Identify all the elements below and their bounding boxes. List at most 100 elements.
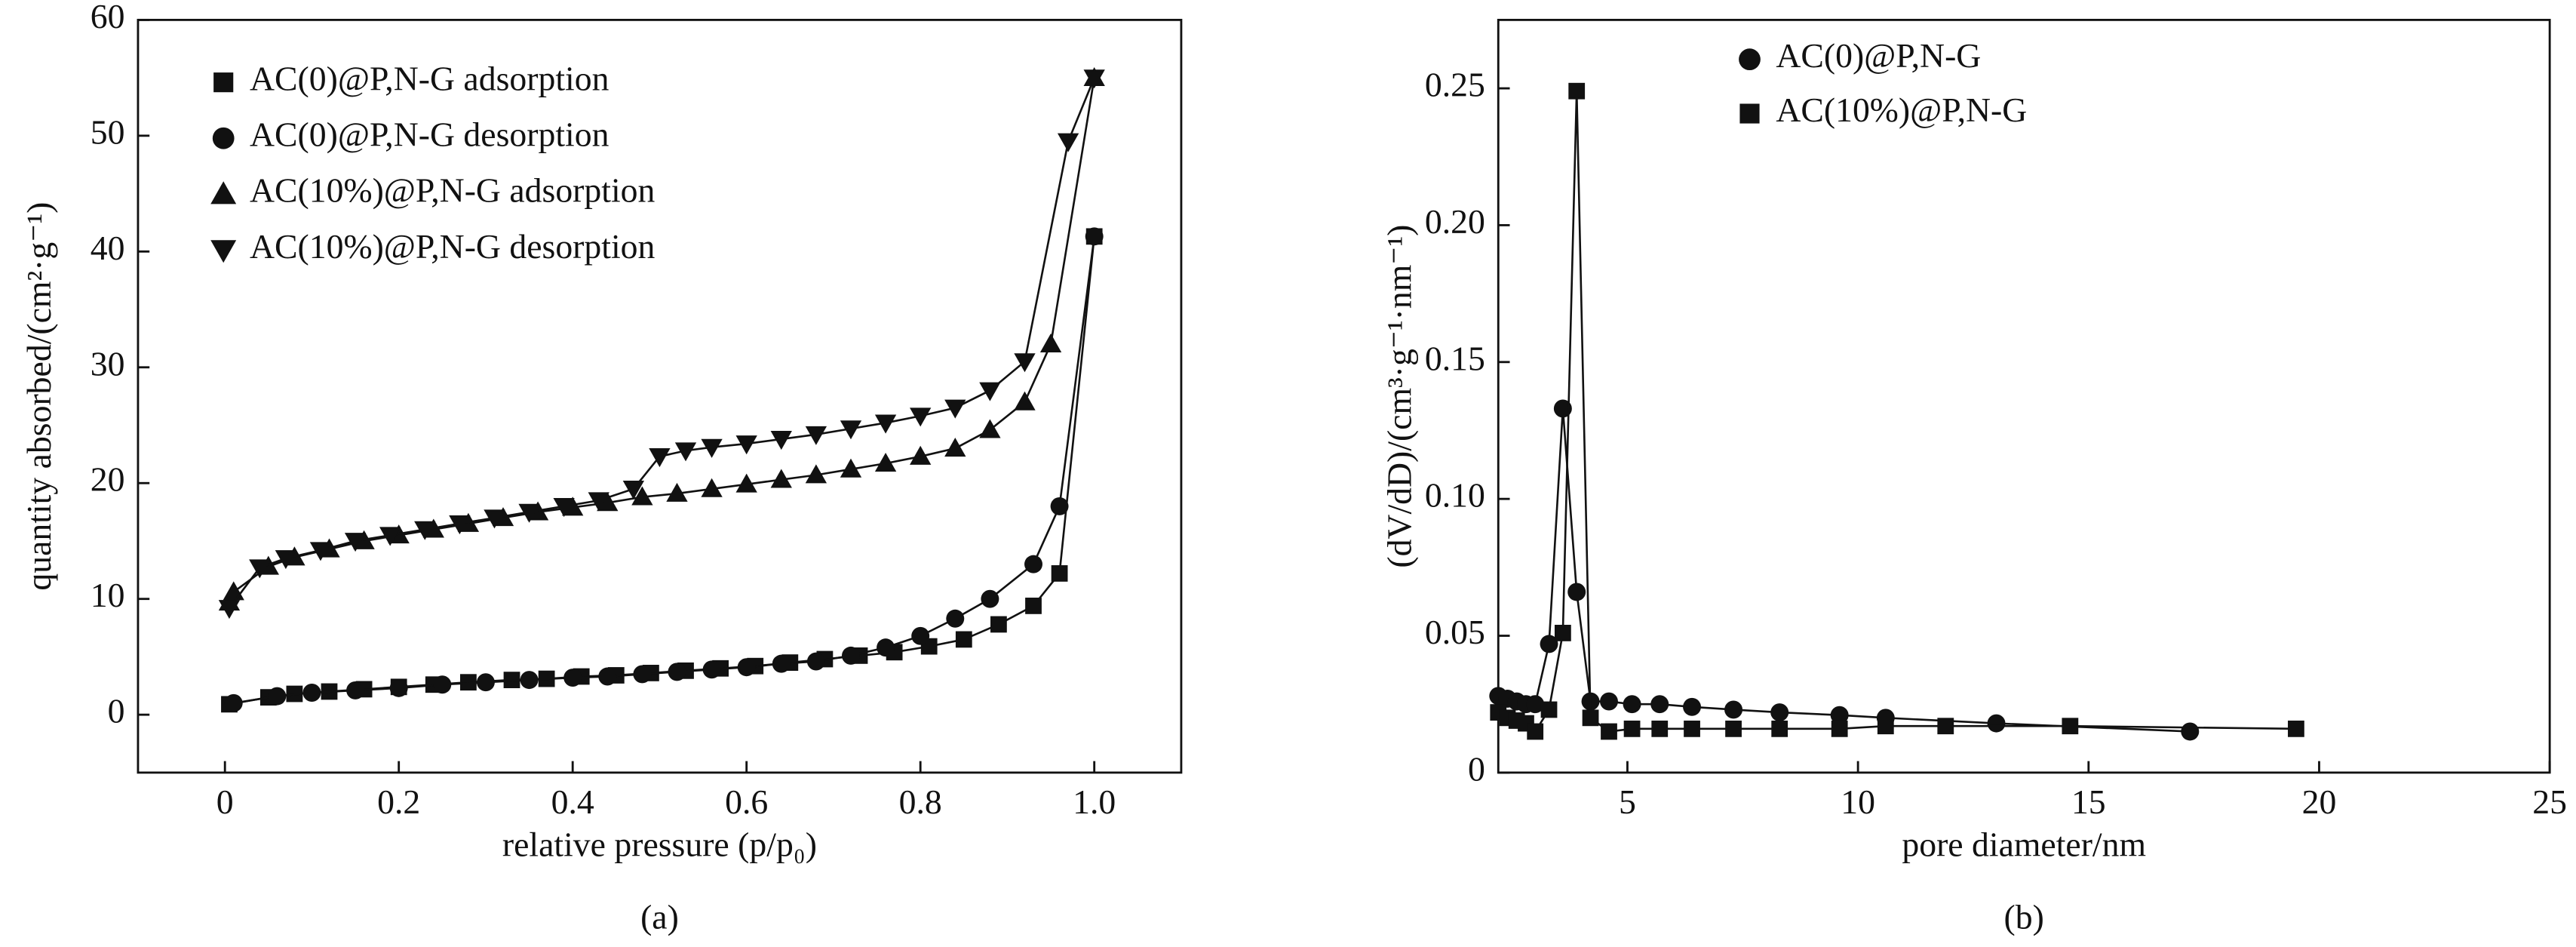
x-tick-label: 0.2 <box>377 783 420 821</box>
x-tick-label: 0.8 <box>899 783 942 821</box>
y-tick-label: 0.15 <box>1425 339 1485 377</box>
x-axis-label: pore diameter/nm <box>1902 826 2146 864</box>
caption: (b) <box>2004 897 2044 936</box>
marker <box>668 663 686 681</box>
marker <box>1831 720 1848 737</box>
marker <box>346 681 365 699</box>
marker <box>1623 695 1641 714</box>
marker <box>520 671 539 690</box>
marker <box>842 646 860 665</box>
marker <box>631 486 653 506</box>
marker <box>735 435 757 455</box>
marker <box>944 438 966 457</box>
marker <box>674 442 697 462</box>
marker <box>1567 583 1586 601</box>
legend-label: AC(10%)@P,N-G desorption <box>250 227 655 266</box>
y-tick-label: 0 <box>108 692 125 730</box>
marker <box>1650 695 1669 714</box>
marker <box>1582 709 1599 727</box>
marker <box>224 693 243 712</box>
marker <box>1051 565 1068 582</box>
marker <box>806 652 825 671</box>
caption: (a) <box>640 897 679 936</box>
marker <box>874 452 897 472</box>
marker <box>449 515 471 535</box>
marker <box>588 492 609 512</box>
plot-frame <box>1497 18 2551 774</box>
x-tick-label: 20 <box>2302 783 2337 821</box>
legend-label: AC(0)@P,N-G adsorption <box>250 60 609 98</box>
y-tick-label: 40 <box>91 229 125 267</box>
y-axis-label: (dV/dD)/(cm³·g⁻¹·nm⁻¹) <box>1380 225 1418 568</box>
marker <box>910 407 932 427</box>
marker <box>275 550 297 570</box>
marker <box>946 609 965 628</box>
marker <box>1877 718 1894 735</box>
marker <box>1651 720 1669 737</box>
marker <box>1684 720 1700 737</box>
marker <box>979 382 1001 401</box>
marker <box>2062 718 2079 735</box>
marker <box>1600 692 1618 711</box>
marker <box>702 660 721 679</box>
marker <box>770 431 792 450</box>
marker <box>805 426 827 445</box>
y-tick-label: 0.05 <box>1425 613 1485 651</box>
marker <box>553 498 575 518</box>
y-tick-label: 10 <box>91 576 125 614</box>
marker <box>701 438 723 458</box>
marker <box>1540 701 1558 718</box>
marker <box>1771 720 1788 737</box>
marker <box>1014 391 1036 410</box>
y-tick-label: 30 <box>91 344 125 383</box>
marker <box>770 469 792 488</box>
marker <box>737 658 756 677</box>
marker <box>874 414 897 434</box>
marker <box>302 684 321 702</box>
marker <box>911 626 930 645</box>
marker <box>433 675 452 694</box>
marker <box>563 669 582 687</box>
marker <box>309 542 332 561</box>
legend-label: AC(10%)@P,N-G <box>1776 91 2027 129</box>
marker <box>1937 718 1954 735</box>
legend-label: AC(0)@P,N-G desorption <box>250 115 609 154</box>
y-tick-label: 0.10 <box>1425 476 1485 515</box>
marker <box>518 503 540 523</box>
marker <box>484 509 505 529</box>
x-tick-label: 0.6 <box>725 783 768 821</box>
x-tick-label: 0 <box>216 783 234 821</box>
marker <box>1830 706 1849 724</box>
marker <box>910 445 932 465</box>
marker <box>1623 720 1641 737</box>
legend-marker <box>212 127 235 149</box>
marker <box>981 589 999 608</box>
x-tick-label: 1.0 <box>1073 783 1116 821</box>
marker <box>877 638 895 657</box>
marker <box>268 687 287 706</box>
marker <box>1540 635 1558 653</box>
marker <box>1725 720 1742 737</box>
x-tick-label: 15 <box>2071 783 2106 821</box>
y-tick-label: 50 <box>91 112 125 151</box>
marker <box>597 492 619 512</box>
marker <box>840 458 862 478</box>
legend-marker <box>213 72 234 93</box>
marker <box>1683 697 1702 716</box>
y-tick-label: 60 <box>91 0 125 35</box>
marker <box>1724 700 1743 719</box>
marker <box>1601 723 1617 740</box>
marker <box>944 399 966 419</box>
legend-label: AC(0)@P,N-G <box>1776 36 1981 75</box>
marker <box>1770 703 1789 722</box>
marker <box>476 673 495 692</box>
y-tick-label: 0.25 <box>1425 66 1485 104</box>
marker <box>1527 723 1544 740</box>
marker <box>990 616 1007 633</box>
marker <box>840 420 862 440</box>
marker <box>1568 82 1586 100</box>
x-axis-label: relative pressure (p/p₀) <box>502 826 817 864</box>
x-tick-label: 10 <box>1841 783 1875 821</box>
